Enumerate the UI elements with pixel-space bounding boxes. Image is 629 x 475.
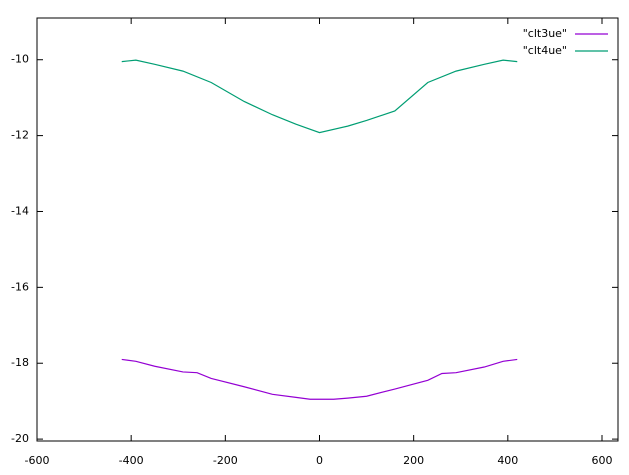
- y-tick-label: -10: [11, 53, 29, 66]
- x-tick-label: -200: [213, 454, 238, 467]
- y-tick-label: -16: [11, 280, 29, 293]
- x-tick-label: -400: [119, 454, 144, 467]
- x-tick-label: 200: [403, 454, 424, 467]
- y-tick-label: -18: [11, 356, 29, 369]
- line: [121, 358, 518, 400]
- x-tick-label: -600: [25, 454, 50, 467]
- y-tick-label: -20: [11, 432, 29, 445]
- x-tick-label: 600: [591, 454, 612, 467]
- line: [121, 59, 518, 134]
- y-tick-label: -12: [11, 129, 29, 142]
- x-tick-label: 400: [497, 454, 518, 467]
- legend-label: "clt4ue": [523, 44, 567, 57]
- x-tick-label: 0: [316, 454, 323, 467]
- legend-label: "clt3ue": [523, 27, 567, 40]
- y-tick-label: -14: [11, 204, 29, 217]
- plot-border: [36, 17, 619, 442]
